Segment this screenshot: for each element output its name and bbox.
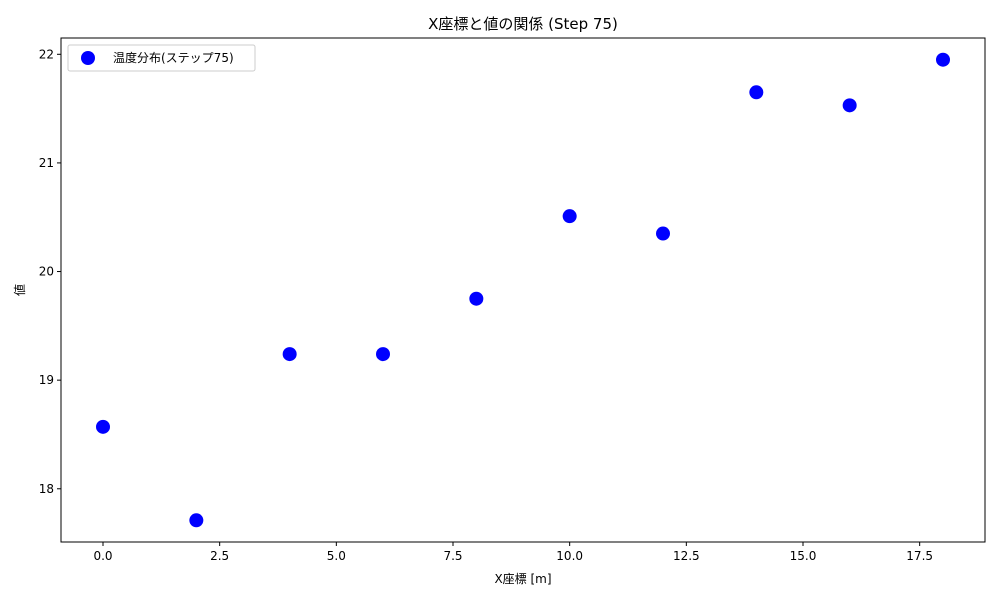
y-tick-label: 22 xyxy=(39,47,54,61)
data-point xyxy=(189,513,204,528)
x-axis: 0.0 2.5 5.0 7.5 10.0 12.5 15.0 17.5 xyxy=(93,542,933,563)
data-points xyxy=(96,52,950,528)
x-tick-label: 2.5 xyxy=(210,549,229,563)
y-tick-label: 18 xyxy=(39,482,54,496)
x-tick-label: 15.0 xyxy=(790,549,817,563)
x-tick-label: 12.5 xyxy=(673,549,700,563)
data-point xyxy=(562,209,577,224)
axes-frame xyxy=(60,37,986,543)
plot-area xyxy=(60,37,986,543)
data-point xyxy=(842,98,857,113)
data-point xyxy=(936,52,950,67)
y-tick-label: 20 xyxy=(39,265,54,279)
x-tick-label: 5.0 xyxy=(327,549,346,563)
data-point xyxy=(376,347,390,362)
y-tick-label: 19 xyxy=(39,373,54,387)
y-tick-label: 21 xyxy=(39,156,54,170)
chart-title: X座標と値の関係 (Step 75) xyxy=(428,15,618,33)
x-tick-label: 10.0 xyxy=(556,549,583,563)
data-point xyxy=(282,347,297,362)
legend-marker xyxy=(81,51,95,65)
data-point xyxy=(656,226,670,241)
data-point xyxy=(96,419,110,434)
y-axis: 18 19 20 21 22 xyxy=(39,47,61,496)
x-axis-label: X座標 [m] xyxy=(494,571,551,586)
x-tick-label: 17.5 xyxy=(906,549,933,563)
x-tick-label: 7.5 xyxy=(443,549,462,563)
data-point xyxy=(749,85,764,100)
legend-label: 温度分布(ステップ75) xyxy=(113,50,234,65)
legend: 温度分布(ステップ75) xyxy=(67,44,256,72)
x-tick-label: 0.0 xyxy=(93,549,112,563)
y-axis-label: 値 xyxy=(12,284,27,296)
data-point xyxy=(469,291,484,306)
legend-frame xyxy=(67,44,256,72)
